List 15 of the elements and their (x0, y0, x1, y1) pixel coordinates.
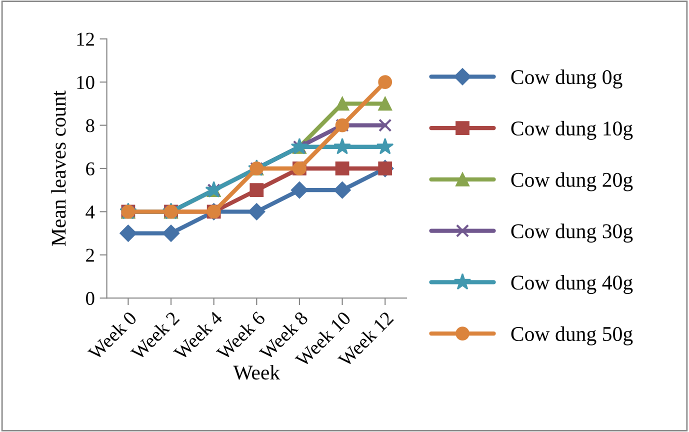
y-tick-label: 8 (86, 119, 94, 132)
y-tick-label: 0 (86, 292, 94, 306)
y-tick-label: 2 (86, 248, 94, 262)
legend-label: Cow dung 10g (511, 120, 633, 140)
y-tick-label: 12 (77, 32, 94, 46)
legend-label: Cow dung 20g (511, 172, 633, 192)
legend-label: Cow dung 50g (511, 326, 633, 346)
x-axis-title: Week (233, 364, 280, 380)
y-tick-label: 10 (77, 76, 94, 90)
legend-label: Cow dung 30g (511, 224, 633, 243)
y-tick-label: 4 (86, 206, 95, 218)
y-axis-title: Mean leaves count (51, 90, 66, 246)
legend-label: Cow dung 0g (511, 70, 622, 88)
legend-label: Cow dung 40g (511, 275, 633, 294)
y-tick-label: 6 (86, 162, 94, 176)
